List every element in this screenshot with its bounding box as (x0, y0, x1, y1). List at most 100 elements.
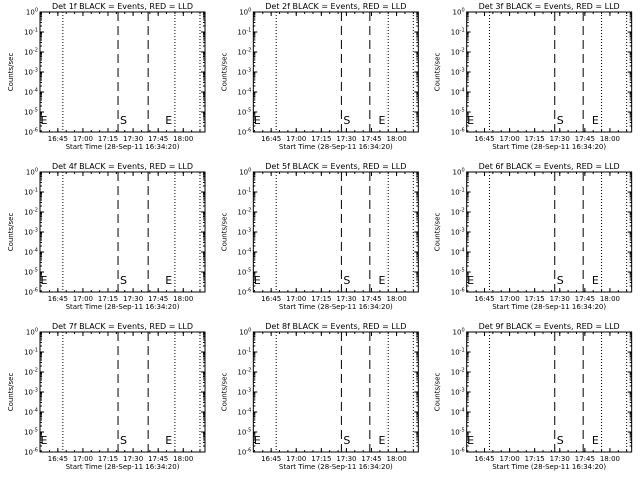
plot-frame (252, 331, 419, 453)
y-tick-label: 10-3 (237, 228, 251, 237)
y-tick-label: 10-3 (451, 228, 465, 237)
x-tick-label: 17:30 (550, 295, 570, 303)
y-tick-label: 10-4 (451, 408, 465, 417)
y-axis-label: Counts/sec (220, 53, 228, 92)
y-tick-label: 10-4 (237, 248, 251, 257)
event-marker-e: E (254, 274, 261, 287)
y-tick-label: 10-6 (451, 288, 465, 297)
y-tick-label: 10-5 (237, 268, 251, 277)
x-axis-label: Start Time (28-Sep-11 16:34:20) (279, 463, 393, 471)
panel-9: Det 9f BLACK = Events, RED = LLD 100 10-1 1… (434, 322, 633, 471)
x-axis-label: Start Time (28-Sep-11 16:34:20) (66, 303, 180, 311)
y-axis-label: Counts/sec (7, 213, 15, 252)
x-tick-label: 17:30 (336, 135, 356, 143)
x-tick-label: 17:00 (73, 295, 93, 303)
y-tick-label: 10-5 (451, 268, 465, 277)
x-tick-label: 18:00 (386, 295, 406, 303)
x-tick-label: 18:00 (173, 135, 193, 143)
panel-3: Det 3f BLACK = Events, RED = LLD 100 10-1 1… (434, 2, 633, 151)
y-tick-label: 10-5 (451, 428, 465, 437)
event-marker-e: E (254, 114, 261, 127)
x-tick-label: 17:15 (311, 295, 331, 303)
y-tick-label: 10-1 (24, 188, 38, 197)
panel-title: Det 2f BLACK = Events, RED = LLD (265, 2, 406, 11)
x-tick-label: 17:45 (575, 295, 595, 303)
event-marker-e: E (40, 114, 47, 127)
event-marker-e: E (379, 274, 386, 287)
x-tick-label: 18:00 (600, 295, 620, 303)
y-tick-label: 10-4 (24, 248, 38, 257)
y-tick-label: 10-5 (24, 268, 38, 277)
event-marker-e: E (379, 114, 386, 127)
y-tick-label: 10-2 (451, 368, 465, 377)
panel-title: Det 8f BLACK = Events, RED = LLD (265, 322, 406, 331)
event-marker-e: E (165, 114, 172, 127)
y-tick-label: 10-1 (237, 28, 251, 37)
x-axis-label: Start Time (28-Sep-11 16:34:20) (66, 143, 180, 151)
panel-7: Det 7f BLACK = Events, RED = LLD 100 10-1 1… (7, 322, 206, 471)
plot-frame (466, 171, 633, 293)
x-tick-label: 17:15 (98, 455, 118, 463)
plot-frame (252, 11, 419, 133)
x-axis-label: Start Time (28-Sep-11 16:34:20) (279, 143, 393, 151)
x-tick-label: 17:30 (336, 295, 356, 303)
panel-8: Det 8f BLACK = Events, RED = LLD 100 10-1 1… (220, 322, 419, 471)
panel-1: Det 1f BLACK = Events, RED = LLD 100 10-1 1… (7, 2, 206, 151)
event-marker-s: S (343, 114, 350, 127)
y-tick-label: 10-2 (237, 368, 251, 377)
event-marker-e: E (592, 274, 599, 287)
x-tick-label: 17:15 (311, 135, 331, 143)
x-tick-label: 17:00 (286, 455, 306, 463)
event-marker-e: E (592, 114, 599, 127)
panel-title: Det 6f BLACK = Events, RED = LLD (479, 162, 620, 171)
event-marker-e: E (467, 274, 474, 287)
x-tick-label: 17:00 (286, 135, 306, 143)
x-tick-label: 16:45 (474, 455, 494, 463)
panel-5: Det 5f BLACK = Events, RED = LLD 100 10-1 1… (220, 162, 419, 311)
y-tick-label: 10-6 (237, 128, 251, 137)
y-tick-label: 10-5 (237, 428, 251, 437)
event-marker-e: E (165, 274, 172, 287)
x-tick-label: 16:45 (474, 135, 494, 143)
y-tick-label: 10-2 (237, 208, 251, 217)
y-tick-label: 10-6 (451, 448, 465, 457)
x-tick-label: 17:30 (123, 295, 143, 303)
x-tick-label: 16:45 (48, 135, 68, 143)
x-tick-label: 17:45 (361, 295, 381, 303)
x-tick-label: 16:45 (261, 295, 281, 303)
y-tick-label: 10-5 (237, 108, 251, 117)
x-tick-label: 17:30 (336, 455, 356, 463)
x-tick-label: 17:30 (123, 455, 143, 463)
x-tick-label: 17:00 (73, 455, 93, 463)
event-marker-e: E (165, 434, 172, 447)
x-tick-label: 18:00 (600, 135, 620, 143)
plot-frame (252, 171, 419, 293)
x-tick-label: 18:00 (386, 455, 406, 463)
y-tick-label: 10-1 (237, 348, 251, 357)
x-tick-label: 17:00 (499, 455, 519, 463)
event-marker-s: S (557, 434, 564, 447)
y-axis-label: Counts/sec (7, 373, 15, 412)
x-tick-label: 17:00 (499, 295, 519, 303)
y-tick-label: 10-5 (24, 108, 38, 117)
x-axis-label: Start Time (28-Sep-11 16:34:20) (66, 463, 180, 471)
y-tick-label: 100 (239, 328, 251, 337)
event-marker-e: E (467, 434, 474, 447)
event-marker-s: S (120, 434, 127, 447)
x-axis-label: Start Time (28-Sep-11 16:34:20) (279, 303, 393, 311)
x-tick-label: 16:45 (48, 455, 68, 463)
x-tick-label: 17:45 (148, 135, 168, 143)
y-tick-label: 10-6 (237, 448, 251, 457)
x-tick-label: 17:45 (575, 455, 595, 463)
y-tick-label: 10-2 (24, 368, 38, 377)
plot-frame (466, 331, 633, 453)
y-tick-label: 10-2 (451, 48, 465, 57)
panel-title: Det 4f BLACK = Events, RED = LLD (52, 162, 193, 171)
y-axis-label: Counts/sec (434, 53, 442, 92)
y-tick-label: 100 (453, 8, 465, 17)
x-tick-label: 17:45 (361, 455, 381, 463)
x-tick-label: 17:30 (550, 455, 570, 463)
y-tick-label: 100 (26, 168, 38, 177)
y-axis-label: Counts/sec (7, 53, 15, 92)
